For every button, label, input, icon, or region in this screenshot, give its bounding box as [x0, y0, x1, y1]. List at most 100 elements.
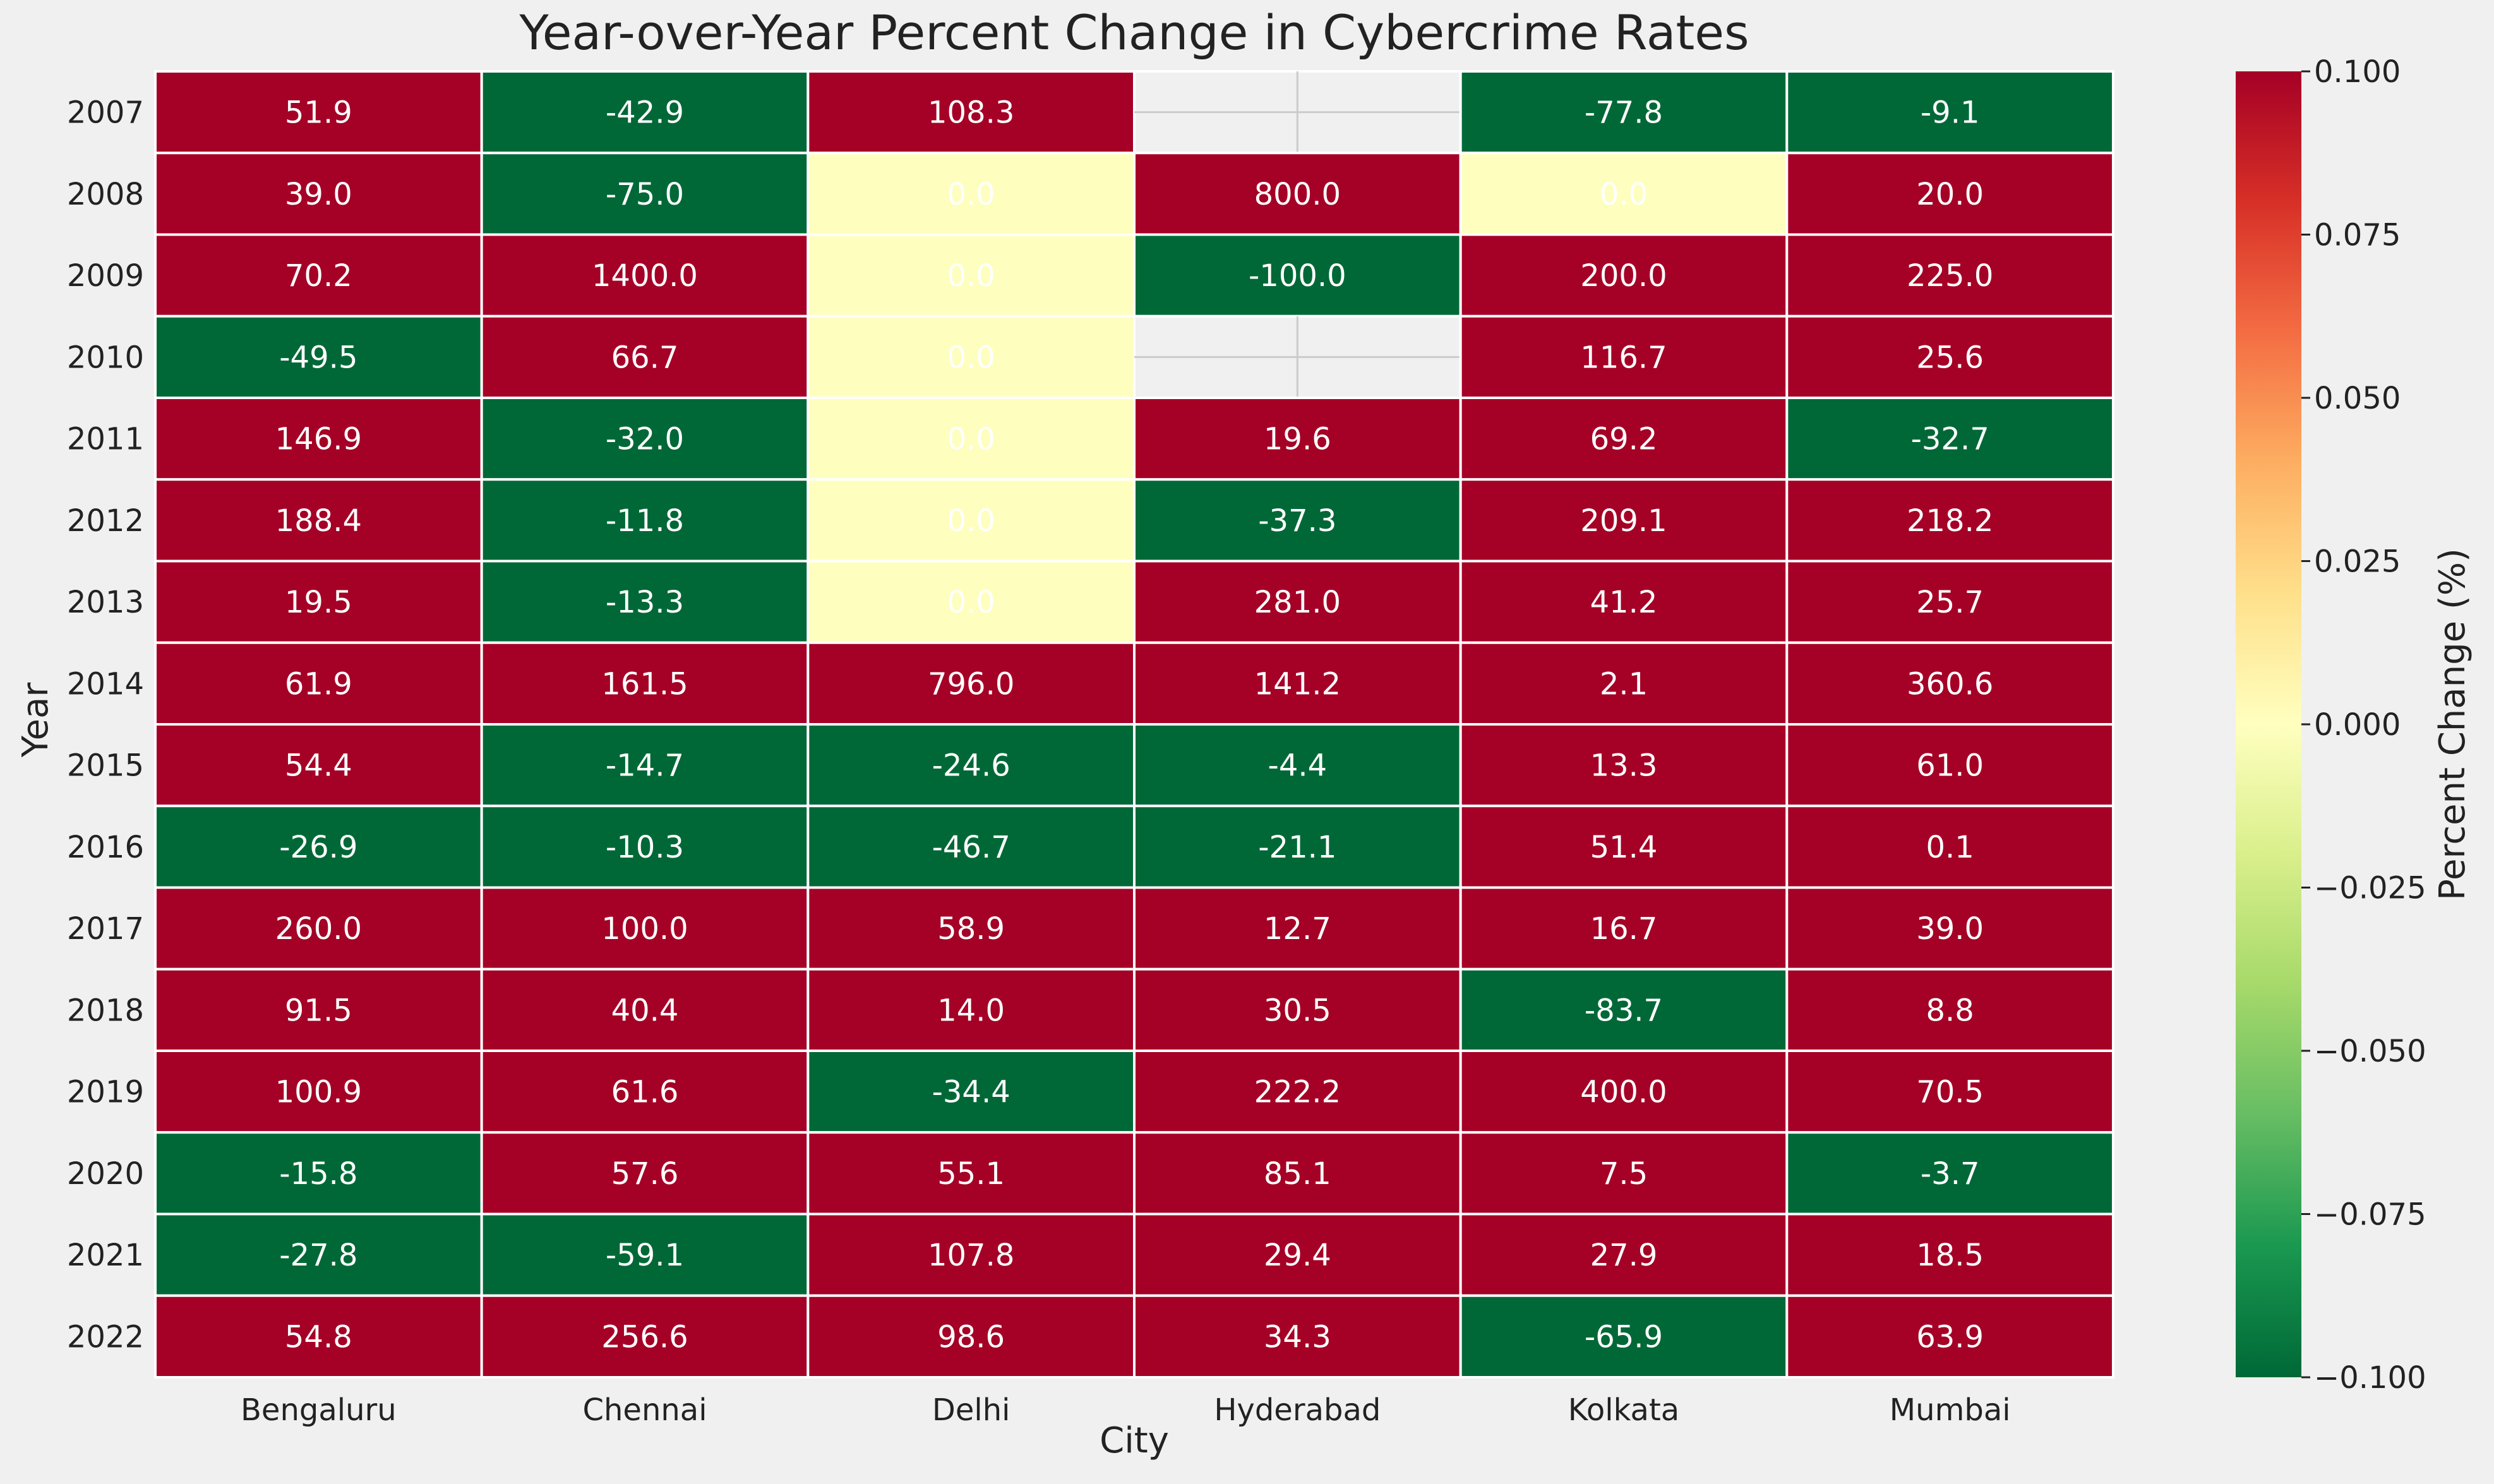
heatmap-cell [480, 478, 810, 563]
cell-value-label: 39.0 [1916, 911, 1984, 947]
colorbar-tick-label: 0.100 [2314, 54, 2401, 90]
cell-value-label: 58.9 [937, 911, 1005, 947]
y-tick-label: 2021 [67, 1238, 144, 1273]
heatmap-cell [1133, 233, 1462, 318]
heatmap-cell [1785, 723, 2114, 808]
y-tick-label: 2020 [67, 1156, 144, 1192]
cell-value-label: 85.1 [1264, 1156, 1331, 1192]
cell-value-label: -32.0 [606, 422, 684, 457]
heatmap-cell [1133, 397, 1462, 481]
y-axis-label: Year [15, 682, 56, 758]
y-tick-label: 2011 [67, 422, 144, 457]
heatmap-cell [154, 1050, 483, 1134]
cell-value-label: 281.0 [1254, 585, 1341, 620]
y-tick-label: 2010 [67, 340, 144, 375]
cell-value-label: 98.6 [937, 1319, 1005, 1355]
cell-value-label: 12.7 [1264, 911, 1331, 947]
heatmap-cell [806, 1050, 1136, 1134]
heatmap-cell [154, 1212, 483, 1297]
y-tick-label: 2009 [67, 258, 144, 294]
cell-value-label: -65.9 [1585, 1319, 1663, 1355]
heatmap-cell [806, 70, 1136, 155]
heatmap-cell [154, 723, 483, 808]
cell-value-label: 19.6 [1264, 422, 1331, 457]
cell-value-label: -42.9 [606, 95, 684, 131]
heatmap-cell [480, 397, 810, 481]
cell-value-label: 0.0 [947, 177, 995, 212]
heatmap-cell [1459, 723, 1789, 808]
heatmap-cell [1785, 1050, 2114, 1134]
cell-value-label: -10.3 [606, 830, 684, 865]
cell-value-label: 8.8 [1926, 993, 1974, 1028]
colorbar-tick-label: 0.075 [2314, 218, 2401, 253]
cell-value-label: 146.9 [275, 422, 362, 457]
heatmap-cell [806, 641, 1136, 726]
colorbar-tick-label: −0.025 [2314, 871, 2426, 906]
cell-value-label: 40.4 [611, 993, 679, 1028]
cell-value-label: 796.0 [928, 666, 1014, 702]
cell-value-label: 260.0 [275, 911, 362, 947]
y-tick-label: 2018 [67, 993, 144, 1028]
cell-value-label: 14.0 [937, 993, 1005, 1028]
cell-value-label: 29.4 [1264, 1238, 1331, 1273]
cell-value-label: -9.1 [1921, 95, 1980, 131]
cell-value-label: 61.0 [1916, 748, 1984, 784]
cell-value-label: 400.0 [1580, 1075, 1667, 1110]
cell-value-label: -75.0 [606, 177, 684, 212]
cell-value-label: 200.0 [1580, 258, 1667, 294]
heatmap-cell [1459, 1294, 1789, 1379]
cell-value-label: 161.5 [601, 666, 688, 702]
y-tick-label: 2016 [67, 830, 144, 865]
heatmap-cell [1133, 805, 1462, 889]
heatmap-cell [1785, 967, 2114, 1052]
cell-value-label: 360.6 [1907, 666, 1993, 702]
heatmap-cell [1459, 559, 1789, 644]
y-tick-label: 2017 [67, 911, 144, 947]
heatmap-cell [154, 152, 483, 236]
cell-value-label: 100.9 [275, 1075, 362, 1110]
cell-value-label: -15.8 [279, 1156, 357, 1192]
heatmap-cell [1459, 478, 1789, 563]
cell-value-label: 20.0 [1916, 177, 1984, 212]
cell-value-label: -59.1 [606, 1238, 684, 1273]
colorbar-label: Percent Change (%) [2432, 548, 2473, 901]
cell-value-label: 57.6 [611, 1156, 679, 1192]
cell-value-label: 16.7 [1590, 911, 1658, 947]
heatmap-cell [1459, 805, 1789, 889]
cell-value-label: 188.4 [275, 503, 362, 539]
y-tick-label: 2014 [67, 666, 144, 702]
colorbar-tick-label: −0.100 [2314, 1360, 2426, 1396]
heatmap-cell [154, 70, 483, 155]
cell-value-label: 70.2 [285, 258, 352, 294]
heatmap-cell [806, 723, 1136, 808]
cell-value-label: 108.3 [928, 95, 1014, 131]
heatmap-cell [480, 1294, 810, 1379]
heatmap-cell [480, 314, 810, 399]
heatmap-cell [154, 1294, 483, 1379]
cell-value-label: 218.2 [1907, 503, 1993, 539]
heatmap-cell [1133, 559, 1462, 644]
heatmap-cell [1133, 1050, 1462, 1134]
heatmap-cell [1459, 233, 1789, 318]
cell-value-label: 256.6 [601, 1319, 688, 1355]
cell-value-label: 0.1 [1926, 830, 1974, 865]
heatmap-cell [1459, 886, 1789, 971]
cell-value-label: 25.6 [1916, 340, 1984, 375]
x-tick-labels: Bengaluru Chennai Delhi Hyderabad Kolkata Mum… [241, 1392, 2011, 1428]
cell-value-label: 0.0 [947, 340, 995, 375]
cell-value-label: 39.0 [285, 177, 352, 212]
heatmap-cell [806, 967, 1136, 1052]
cell-value-label: 2.1 [1600, 666, 1648, 702]
x-tick-label: Bengaluru [241, 1392, 397, 1428]
cell-value-label: 27.9 [1590, 1238, 1658, 1273]
y-tick-label: 2013 [67, 585, 144, 620]
cell-value-label: 225.0 [1907, 258, 1993, 294]
colorbar-tick-label: 0.050 [2314, 381, 2401, 416]
cell-value-label: -34.4 [932, 1075, 1010, 1110]
cell-value-label: -24.6 [932, 748, 1010, 784]
x-tick-label: Delhi [932, 1392, 1010, 1428]
cell-value-label: 0.0 [947, 503, 995, 539]
cell-value-label: 54.4 [285, 748, 352, 784]
